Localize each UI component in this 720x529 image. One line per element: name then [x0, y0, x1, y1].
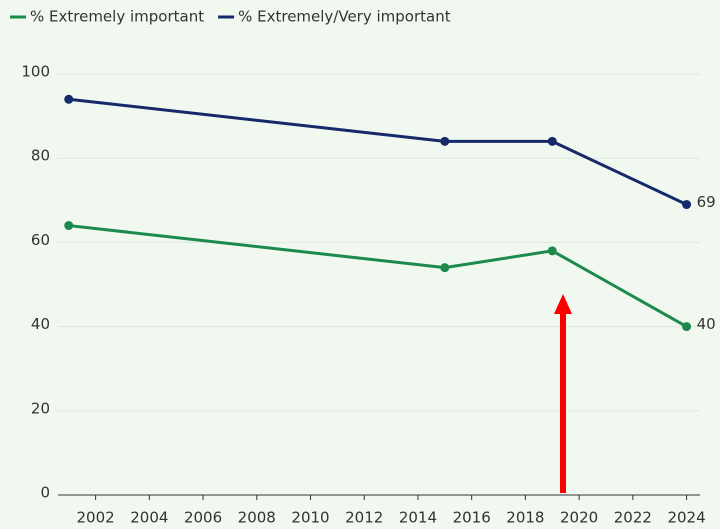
data-point	[64, 221, 74, 231]
x-tick-label: 2008	[238, 509, 276, 527]
data-point	[547, 246, 557, 256]
x-tick-label: 2016	[453, 509, 491, 527]
x-tick-label: 2012	[345, 509, 383, 527]
data-label: 69	[697, 193, 716, 211]
annotation-arrow	[554, 294, 572, 493]
y-tick-label: 40	[31, 315, 50, 333]
legend-label: % Extremely/Very important	[238, 8, 451, 26]
plot: 0 20 40 60 80 100 2002 2004 2006 2008 2010 2012 2014…	[10, 8, 716, 527]
arrow-head	[554, 294, 572, 314]
x-tick-label: 2018	[506, 509, 544, 527]
y-tick-label: 20	[31, 399, 50, 417]
y-tick-label: 60	[31, 231, 50, 249]
data-point	[682, 322, 692, 332]
data-point	[440, 263, 450, 273]
legend-label: % Extremely important	[30, 8, 204, 26]
data-label: 40	[697, 315, 716, 333]
x-tick-label: 2010	[291, 509, 329, 527]
x-tick-label: 2014	[399, 509, 437, 527]
series-line	[68, 97, 688, 206]
series-line	[68, 224, 688, 328]
x-tick-label: 2020	[560, 509, 598, 527]
data-point	[440, 136, 450, 146]
data-point	[64, 94, 74, 104]
y-tick-label: 0	[40, 484, 50, 502]
x-tick-label: 2004	[130, 509, 168, 527]
x-tick-label: 2022	[614, 509, 652, 527]
data-point	[682, 200, 692, 210]
data-point	[547, 136, 557, 146]
y-tick-label: 100	[21, 63, 50, 81]
x-tick-label: 2024	[667, 509, 705, 527]
x-tick-label: 2002	[77, 509, 115, 527]
y-tick-label: 80	[31, 147, 50, 165]
x-tick-label: 2006	[184, 509, 222, 527]
